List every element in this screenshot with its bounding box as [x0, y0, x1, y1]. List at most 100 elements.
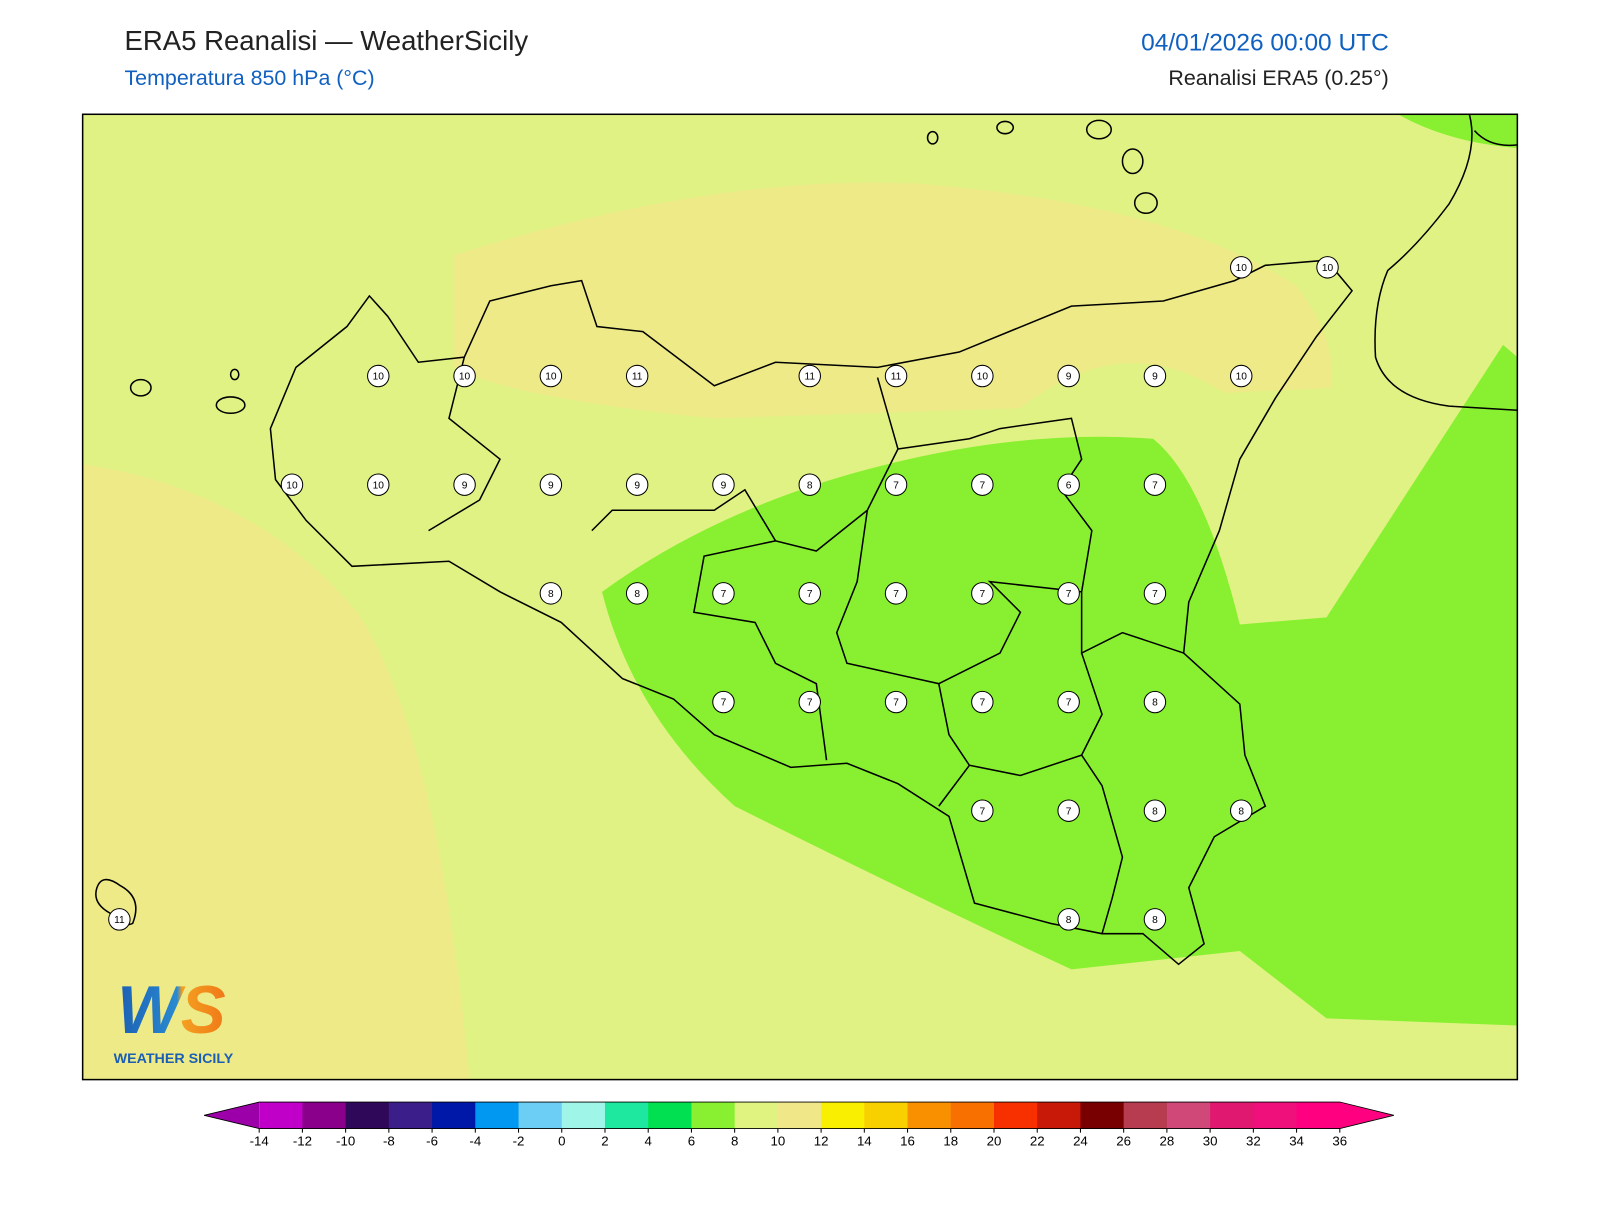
grid-value: 7	[721, 589, 727, 600]
grid-point	[539, 473, 563, 496]
grid-point	[712, 473, 735, 496]
coastline	[95, 114, 1518, 966]
grid-point	[1057, 690, 1080, 714]
band-10-12	[454, 182, 1333, 419]
grid-value: 7	[893, 698, 899, 709]
grid-value: 9	[1152, 372, 1158, 383]
grid-point	[625, 582, 649, 605]
colorbar-tick-label: 24	[1073, 1133, 1088, 1148]
colorbar-segment	[864, 1102, 909, 1129]
colorbar-segment	[648, 1102, 692, 1129]
colorbar-segment	[432, 1102, 476, 1129]
grid-point	[1143, 690, 1167, 714]
grid-point	[884, 582, 908, 605]
grid-value: 7	[980, 698, 986, 709]
colorbar-segment	[1080, 1102, 1125, 1129]
colorbar-tick-label: 26	[1116, 1133, 1131, 1148]
grid-point	[453, 473, 476, 496]
grid-value: 10	[977, 372, 989, 383]
colorbar-tick-label: 32	[1246, 1133, 1261, 1148]
grid-point	[1057, 908, 1080, 931]
grid-value: 9	[462, 480, 468, 491]
grid-point	[1230, 364, 1253, 388]
grid-value: 7	[893, 480, 899, 491]
colorbar-segment	[1123, 1102, 1168, 1129]
grid-value: 8	[1066, 915, 1072, 926]
date: 04/01/2026 00:00 UTC	[1141, 29, 1389, 56]
grid-value: 9	[548, 480, 554, 491]
colorbar-tick-label: 0	[558, 1133, 565, 1148]
colorbar-segment	[994, 1102, 1038, 1129]
grid-value: 9	[1066, 372, 1072, 383]
colorbar-tick-label: 36	[1332, 1133, 1347, 1148]
colorbar-segment	[734, 1102, 779, 1129]
band-6-8	[1397, 114, 1518, 148]
colorbar-segment	[821, 1102, 865, 1129]
grid-value: 7	[980, 589, 986, 600]
title: ERA5 Reanalisi — WeatherSicily	[124, 25, 528, 56]
colorbar-tick-label: 34	[1289, 1133, 1304, 1148]
grid-point	[884, 364, 908, 388]
grid-value: 10	[459, 372, 471, 383]
grid-value: 7	[893, 589, 899, 600]
colorbar-tick-label: 10	[771, 1133, 786, 1148]
colorbar-segment	[1296, 1102, 1341, 1129]
colorbar-segment	[950, 1102, 995, 1129]
colorbar-segment	[259, 1102, 303, 1129]
colorbar-tick-label: 20	[987, 1133, 1002, 1148]
grid-value: 10	[545, 372, 557, 383]
grid-point	[971, 582, 994, 605]
grid-point	[884, 690, 908, 714]
colorbar-segment	[302, 1102, 347, 1129]
colorbar-tick-label: -6	[426, 1133, 438, 1148]
colorbar-tick-label: 6	[688, 1133, 695, 1148]
grid-value: 7	[1152, 480, 1158, 491]
colorbar-under	[204, 1102, 260, 1129]
grid-point	[971, 473, 994, 496]
grid-value: 10	[1236, 372, 1248, 383]
grid-point	[1143, 908, 1167, 931]
colorbar-tick-label: 16	[900, 1133, 915, 1148]
grid-value: 11	[632, 372, 643, 383]
grid-point	[798, 364, 821, 388]
colorbar-segment	[518, 1102, 563, 1129]
map: 10 10 10 10 10 11 11 11 10 9 9 10 10 10 9 9 9 9 8 7 7 6 7 8 8 7 7 7…	[81, 113, 1519, 1081]
grid-value: 8	[1238, 806, 1244, 817]
grid-point	[798, 473, 821, 496]
grid-value: 7	[807, 698, 813, 709]
source: Reanalisi ERA5 (0.25°)	[1168, 66, 1388, 90]
grid-point	[108, 908, 131, 931]
colorbar-segment	[1210, 1102, 1254, 1129]
colorbar-tick-label: 28	[1160, 1133, 1175, 1148]
colorbar-tick-label: 22	[1030, 1133, 1045, 1148]
colorbar-tick-label: -12	[293, 1133, 312, 1148]
grid-value: 8	[807, 480, 813, 491]
colorbar-segment	[1037, 1102, 1081, 1129]
grid-point	[625, 473, 649, 496]
colorbar-segment	[475, 1102, 520, 1129]
grid-value: 7	[1066, 806, 1072, 817]
colorbar-segment	[388, 1102, 433, 1129]
grid-point	[798, 582, 821, 605]
grid-point	[1143, 364, 1167, 388]
grid-value: 9	[634, 480, 640, 491]
grid-value: 7	[980, 806, 986, 817]
grid-point	[1057, 582, 1080, 605]
colorbar-segment	[604, 1102, 649, 1129]
band-10-12	[82, 464, 470, 1080]
colorbar-tick-label: 8	[731, 1133, 738, 1148]
colorbar-tick-label: -8	[383, 1133, 395, 1148]
colorbar-segment	[345, 1102, 390, 1129]
grid-point	[1143, 582, 1167, 605]
grid-value: 10	[1236, 263, 1248, 274]
colorbar-tick-label: 18	[943, 1133, 958, 1148]
grid-value: 10	[1322, 263, 1334, 274]
grid-point	[280, 473, 304, 496]
grid-point	[884, 473, 908, 496]
colorbar-segment	[777, 1102, 822, 1129]
colorbar-tick-label: -4	[469, 1133, 481, 1148]
grid-point	[539, 582, 563, 605]
logo-caption: WEATHER SICILY	[114, 1051, 234, 1067]
colorbar-segment	[691, 1102, 736, 1129]
